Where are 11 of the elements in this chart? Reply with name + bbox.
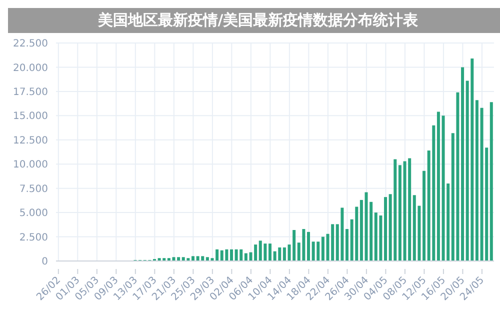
y-tick-label: 0 [42,256,48,268]
y-tick-label: 17.500 [13,86,48,98]
y-tick-label: 5.000 [19,208,48,220]
chart-title: 美国地区最新疫情/美国最新疫情数据分布统计表 [8,8,500,33]
y-tick-label: 7.500 [19,184,48,195]
y-tick-label: 15.000 [13,111,48,122]
y-tick-label: 10.000 [13,160,48,171]
y-tick-label: 22.500 [13,38,48,50]
y-tick-label: 12.500 [13,135,48,146]
y-tick-label: 2.500 [19,232,48,244]
y-tick-label: 20.000 [13,62,48,74]
